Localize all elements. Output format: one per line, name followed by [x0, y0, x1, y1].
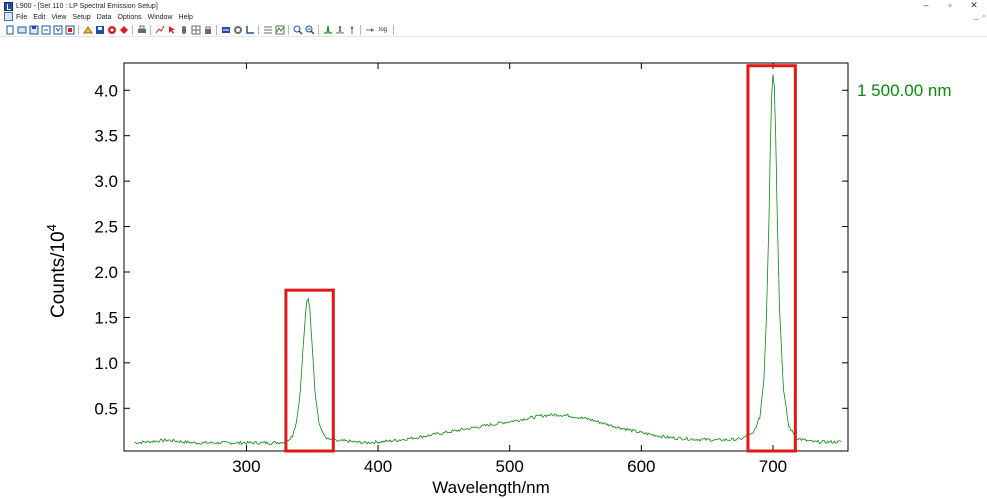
- toolbar-separator: [78, 24, 79, 35]
- menu-setup[interactable]: Setup: [72, 14, 91, 21]
- y-tick-label: 4.0: [94, 81, 118, 100]
- marker-wavelength-label: 1 500.00 nm: [857, 81, 952, 100]
- menu-options[interactable]: Options: [117, 14, 142, 21]
- import-icon[interactable]: [52, 24, 63, 35]
- toolbar-separator: [216, 24, 217, 35]
- y-axis-label: Counts/104: [44, 224, 69, 318]
- y-axis-label-exponent: 4: [44, 224, 59, 231]
- mdi-controls: _ ▫: [975, 12, 985, 21]
- new-icon[interactable]: [4, 24, 15, 35]
- title-bar: L900 - [Set 110 : LP Spectral Emission S…: [0, 0, 987, 13]
- document-icon[interactable]: [4, 12, 13, 21]
- open-icon[interactable]: [16, 24, 27, 35]
- list-icon[interactable]: [262, 24, 273, 35]
- cursor-icon[interactable]: [166, 24, 177, 35]
- zoom-in-icon[interactable]: [292, 24, 303, 35]
- maximize-button[interactable]: ▫: [948, 0, 952, 10]
- acquire-icon[interactable]: [106, 24, 117, 35]
- x-tick-label: 300: [232, 457, 260, 476]
- mdi-minimize-button[interactable]: _: [974, 13, 979, 20]
- toolbar-separator: [258, 24, 259, 35]
- minimize-button[interactable]: –: [923, 0, 929, 10]
- y-tick-label: 2.0: [94, 263, 118, 282]
- peak-pick-icon[interactable]: [346, 24, 357, 35]
- mdi-restore-button[interactable]: ▫: [982, 13, 985, 20]
- menu-data[interactable]: Data: [96, 14, 112, 21]
- x-tick-label: 600: [627, 457, 655, 476]
- hand-icon[interactable]: [178, 24, 189, 35]
- y-tick-label: 1.5: [94, 308, 118, 327]
- save-disk-icon[interactable]: [94, 24, 105, 35]
- y-tick-label: 0.5: [94, 399, 118, 418]
- y-tick-label: 2.5: [94, 218, 118, 237]
- peak-label-icon[interactable]: [334, 24, 345, 35]
- toolbar-separator: [360, 24, 361, 35]
- y-tick-label: 3.5: [94, 127, 118, 146]
- menu-help[interactable]: Help: [178, 14, 193, 21]
- toolbar-separator: [150, 24, 151, 35]
- print-icon[interactable]: [136, 24, 147, 35]
- axes-icon[interactable]: [244, 24, 255, 35]
- log-scale-icon[interactable]: log: [376, 24, 390, 35]
- menu-bar: File Edit View Setup Data Options Window Help: [0, 11, 987, 23]
- window-title: L900 - [Set 110 : LP Spectral Emission S…: [16, 3, 158, 10]
- close-button[interactable]: ✕: [970, 0, 978, 10]
- stop-icon[interactable]: [118, 24, 129, 35]
- x-tick-label: 400: [364, 457, 392, 476]
- toolbar-separator: [318, 24, 319, 35]
- y-tick-label: 3.0: [94, 172, 118, 191]
- log-label: log: [378, 26, 387, 33]
- settings-icon[interactable]: [232, 24, 243, 35]
- lock-icon[interactable]: [202, 24, 213, 35]
- grid-icon[interactable]: [190, 24, 201, 35]
- menu-window[interactable]: Window: [147, 14, 173, 21]
- menu-view[interactable]: View: [51, 14, 67, 21]
- spectrum-series-line: [134, 74, 842, 446]
- y-tick-label: 1.0: [94, 354, 118, 373]
- zoom-out-icon[interactable]: [304, 24, 315, 35]
- graph-icon[interactable]: [154, 24, 165, 35]
- plot-frame: [123, 62, 849, 452]
- chart-icon[interactable]: [274, 24, 285, 35]
- linear-scale-icon[interactable]: [364, 24, 375, 35]
- data-icon[interactable]: [220, 24, 231, 35]
- x-tick-label: 500: [496, 457, 524, 476]
- save-icon[interactable]: [28, 24, 39, 35]
- toolbar-buttons: log: [4, 24, 397, 35]
- run-icon[interactable]: [82, 24, 93, 35]
- menu-items: File Edit View Setup Data Options Window Help: [16, 13, 193, 22]
- export-icon[interactable]: [40, 24, 51, 35]
- y-axis-label-text: Counts/10: [48, 231, 69, 318]
- toolbar: log: [0, 23, 987, 37]
- menu-file[interactable]: File: [16, 14, 28, 21]
- menu-edit[interactable]: Edit: [33, 14, 46, 21]
- app-icon: [4, 2, 13, 11]
- peak-highlight-box: [284, 288, 335, 453]
- peak-icon[interactable]: [322, 24, 333, 35]
- toolbar-separator: [288, 24, 289, 35]
- setup-icon[interactable]: [64, 24, 75, 35]
- x-tick-label: 700: [759, 457, 787, 476]
- toolbar-separator: [132, 24, 133, 35]
- x-axis-label: Wavelength/nm: [432, 478, 549, 497]
- peak-highlight-box: [746, 64, 797, 453]
- toolbar-separator: [393, 24, 394, 35]
